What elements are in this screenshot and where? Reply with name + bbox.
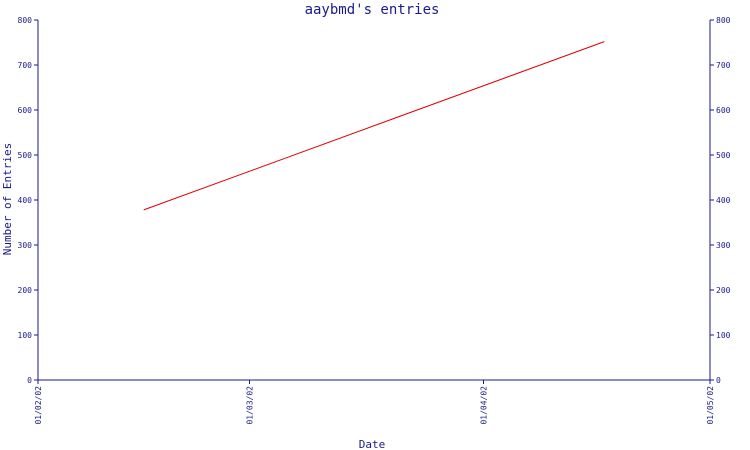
y-tick-label-left: 0 [27, 376, 32, 385]
y-tick-label-left: 400 [18, 196, 33, 205]
y-tick-label-right: 300 [716, 241, 731, 250]
x-axis-label: Date [359, 438, 386, 450]
x-tick-label: 01/03/02 [245, 386, 254, 425]
y-tick-label-right: 500 [716, 151, 731, 160]
y-tick-label-right: 600 [716, 106, 731, 115]
y-tick-label-left: 200 [18, 286, 33, 295]
y-tick-label-left: 600 [18, 106, 33, 115]
y-tick-label-left: 700 [18, 61, 33, 70]
chart-marks: 0 0 100 100 200 200 300 300 400 400 500 500 600 600 70… [18, 16, 731, 425]
y-axis-label: Number of Entries [1, 143, 14, 256]
y-tick-label-right: 700 [716, 61, 731, 70]
series-line [143, 41, 605, 211]
chart-title: aaybmd's entries [305, 2, 440, 18]
x-tick-label: 01/02/02 [34, 386, 43, 425]
y-tick-label-right: 0 [716, 376, 721, 385]
x-tick-label: 01/05/02 [706, 386, 715, 425]
y-tick-label-right: 400 [716, 196, 731, 205]
y-tick-label-right: 800 [716, 16, 731, 25]
y-tick-label-left: 300 [18, 241, 33, 250]
y-tick-label-left: 800 [18, 16, 33, 25]
y-tick-label-left: 100 [18, 331, 33, 340]
y-tick-label-right: 100 [716, 331, 731, 340]
y-tick-label-right: 200 [716, 286, 731, 295]
x-tick-label: 01/04/02 [479, 386, 488, 425]
y-tick-label-left: 500 [18, 151, 33, 160]
